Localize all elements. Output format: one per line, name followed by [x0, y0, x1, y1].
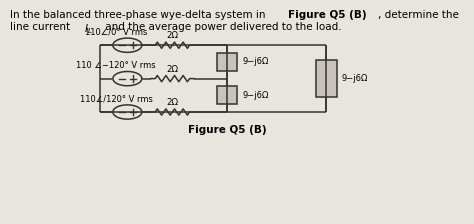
Bar — [316, 60, 337, 97]
Text: 110∠/0° V rms: 110∠/0° V rms — [85, 27, 147, 36]
Text: and the average power delivered to the load.: and the average power delivered to the l… — [102, 22, 342, 32]
Text: line current: line current — [10, 22, 73, 32]
Text: 9−j6Ω: 9−j6Ω — [243, 91, 269, 100]
Bar — [217, 86, 237, 104]
Text: Figure Q5 (B): Figure Q5 (B) — [288, 10, 366, 19]
Text: 2Ω: 2Ω — [166, 31, 178, 40]
Text: $I_L$: $I_L$ — [84, 22, 93, 36]
Text: In the balanced three-phase wye-delta system in: In the balanced three-phase wye-delta sy… — [10, 10, 268, 19]
Text: 2Ω: 2Ω — [166, 98, 178, 107]
Text: Figure Q5 (B): Figure Q5 (B) — [188, 125, 266, 135]
Text: 110∠/120° V rms: 110∠/120° V rms — [80, 94, 153, 103]
Text: 2Ω: 2Ω — [166, 65, 178, 74]
Text: 9−j6Ω: 9−j6Ω — [342, 74, 368, 83]
Text: , determine the: , determine the — [378, 10, 459, 19]
Text: 9−j6Ω: 9−j6Ω — [243, 57, 269, 66]
Text: 110 ∠−120° V rms: 110 ∠−120° V rms — [76, 61, 156, 70]
Bar — [217, 53, 237, 71]
